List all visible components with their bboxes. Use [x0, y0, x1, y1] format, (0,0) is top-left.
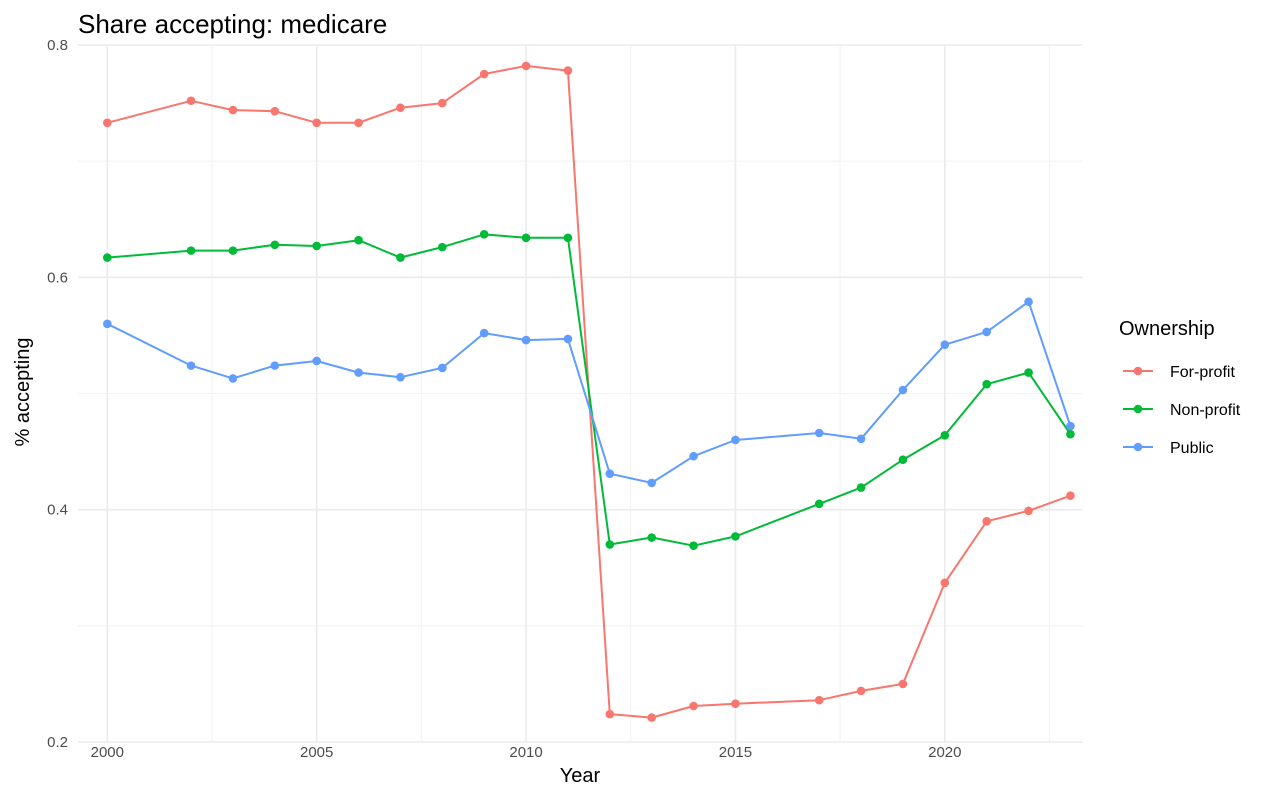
data-point-non-profit	[982, 379, 991, 389]
y-tick-label: 0.6	[47, 269, 68, 286]
y-axis-title: % accepting	[12, 338, 34, 447]
data-point-non-profit	[186, 246, 196, 255]
data-point-non-profit	[1024, 368, 1033, 377]
data-point-public	[647, 478, 656, 488]
data-point-for-profit	[605, 709, 615, 719]
data-point-public	[103, 319, 112, 329]
data-point-for-profit	[438, 98, 447, 108]
data-point-public	[479, 328, 489, 338]
data-point-non-profit	[605, 540, 615, 549]
x-tick-label: 2020	[928, 744, 961, 761]
y-tick-label: 0.8	[47, 37, 68, 54]
x-axis-ticks: 2000 2005 2010 2015 2020	[91, 744, 962, 761]
data-point-for-profit	[1066, 491, 1075, 501]
series-lines	[106, 64, 1072, 719]
y-axis-ticks: 0.2 0.4 0.6 0.8	[47, 37, 68, 751]
data-point-non-profit	[940, 431, 950, 440]
data-point-non-profit	[521, 233, 531, 243]
data-point-public	[438, 363, 447, 373]
data-point-for-profit	[898, 679, 908, 689]
data-point-for-profit	[1024, 506, 1033, 516]
legend-key-point-public	[1133, 442, 1143, 452]
data-point-for-profit	[940, 578, 950, 588]
series-line-non-profit	[107, 233, 1072, 547]
data-point-public	[605, 469, 615, 478]
data-point-public	[689, 451, 698, 461]
x-tick-label: 2015	[719, 744, 752, 761]
data-point-for-profit	[396, 103, 405, 113]
data-point-for-profit	[563, 66, 573, 75]
x-tick-label: 2005	[300, 744, 333, 761]
data-point-non-profit	[228, 246, 238, 255]
data-point-non-profit	[814, 499, 824, 509]
data-point-public	[312, 356, 321, 366]
data-point-public	[814, 428, 824, 438]
data-point-public	[563, 334, 573, 344]
data-point-for-profit	[982, 516, 991, 526]
x-tick-label: 2010	[509, 744, 542, 761]
chart-title: Share accepting: medicare	[78, 9, 387, 39]
data-point-non-profit	[731, 532, 740, 541]
data-point-public	[982, 327, 991, 337]
data-point-for-profit	[479, 69, 489, 79]
data-point-public	[856, 434, 866, 444]
legend: Ownership For-profit Non-profit Public	[1119, 318, 1241, 457]
legend-label-non-profit: Non-profit	[1170, 402, 1241, 419]
series-line-public	[106, 300, 1072, 484]
data-point-non-profit	[563, 233, 573, 243]
data-point-for-profit	[228, 105, 238, 115]
legend-label-public: Public	[1170, 440, 1214, 457]
data-point-public	[898, 385, 908, 395]
legend-key-point-non-profit	[1133, 404, 1143, 414]
data-point-public	[354, 368, 363, 377]
data-point-non-profit	[689, 541, 698, 550]
data-point-public	[186, 361, 196, 370]
legend-items: For-profit Non-profit Public	[1123, 364, 1241, 457]
data-point-for-profit	[731, 699, 740, 708]
data-point-non-profit	[647, 533, 656, 542]
data-point-non-profit	[438, 242, 447, 252]
y-tick-label: 0.4	[47, 502, 68, 519]
data-point-non-profit	[1066, 429, 1075, 439]
data-point-for-profit	[312, 118, 321, 128]
data-point-non-profit	[898, 455, 908, 465]
data-point-public	[396, 372, 405, 382]
data-point-public	[228, 374, 238, 383]
data-point-for-profit	[103, 118, 112, 128]
data-point-public	[270, 361, 280, 370]
data-point-for-profit	[647, 713, 656, 722]
legend-key-point-for-profit	[1133, 366, 1143, 376]
data-point-for-profit	[521, 61, 531, 71]
x-tick-label: 2000	[91, 744, 124, 761]
legend-label-for-profit: For-profit	[1170, 364, 1235, 381]
data-point-for-profit	[814, 695, 824, 705]
data-point-non-profit	[354, 235, 363, 245]
data-point-non-profit	[270, 240, 280, 250]
data-point-public	[521, 335, 531, 345]
data-point-public	[731, 435, 740, 445]
data-point-non-profit	[856, 483, 866, 492]
data-point-for-profit	[689, 701, 698, 711]
grid	[78, 44, 1083, 743]
data-point-non-profit	[312, 241, 321, 251]
x-axis-title: Year	[560, 765, 601, 787]
data-point-public	[1024, 297, 1033, 307]
data-point-for-profit	[856, 686, 866, 696]
data-point-public	[940, 340, 950, 350]
legend-title: Ownership	[1119, 318, 1215, 340]
data-point-non-profit	[396, 253, 405, 262]
data-point-non-profit	[479, 230, 489, 239]
data-point-for-profit	[270, 106, 280, 116]
series-points	[103, 61, 1075, 722]
y-tick-label: 0.2	[47, 734, 68, 751]
data-point-public	[1066, 421, 1075, 431]
data-point-for-profit	[354, 118, 363, 128]
data-point-for-profit	[186, 96, 196, 106]
data-point-non-profit	[103, 253, 112, 262]
